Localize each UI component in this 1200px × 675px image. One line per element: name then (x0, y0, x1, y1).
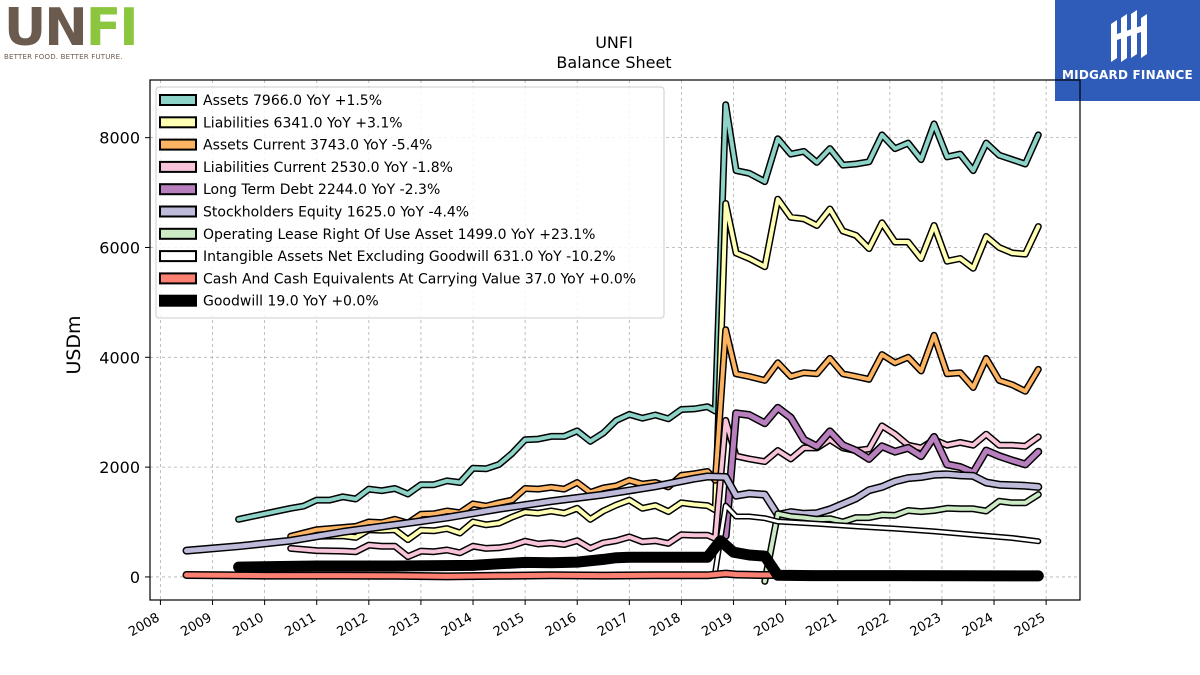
x-tick-label: 2020 (751, 610, 787, 640)
unfi-logo: UNFI BETTER FOOD. BETTER FUTURE. (4, 2, 139, 62)
series-intangible-assets-net-excluding-goodwill (712, 502, 1042, 575)
legend-swatch (159, 250, 197, 263)
series-line-goodwill (234, 536, 1043, 580)
legend-item-liabilities: Liabilities 6341.0 YoY +3.1% (159, 115, 403, 131)
legend-item-cash-and-cash-equivalents-at-carrying-value: Cash And Cash Equivalents At Carrying Va… (159, 271, 636, 287)
x-tick-label: 2014 (439, 610, 475, 640)
legend-label: Goodwill 19.0 YoY +0.0% (203, 294, 379, 310)
legend-item-goodwill: Goodwill 19.0 YoY +0.0% (159, 294, 379, 310)
series-liabilities-current (287, 416, 1042, 561)
series-liabilities (287, 195, 1042, 544)
y-tick-label: 2000 (99, 458, 140, 477)
y-axis-label: USDm (63, 315, 85, 374)
unfi-logo-part-a: UN (4, 0, 88, 58)
legend-label: Assets Current 3743.0 YoY -5.4% (203, 138, 432, 154)
y-tick-label: 0 (130, 568, 140, 587)
unfi-logo-wordmark: UNFI (4, 2, 139, 54)
y-tick-label: 6000 (99, 238, 140, 257)
x-tick-label: 2013 (387, 610, 423, 640)
legend-swatch (159, 227, 197, 240)
series-line-liabilities (288, 197, 1041, 543)
x-tick-label: 2022 (856, 610, 892, 640)
legend-item-assets: Assets 7966.0 YoY +1.5% (159, 93, 382, 109)
series-line-stockholders-equity (184, 471, 1041, 554)
legend-label: Cash And Cash Equivalents At Carrying Va… (203, 271, 636, 287)
series-line-liabilities-current (288, 418, 1041, 559)
midgard-finance-logo: MIDGARD FINANCE (1055, 0, 1200, 101)
x-tick-label: 2025 (1012, 610, 1048, 640)
series-lines (182, 101, 1044, 585)
unfi-logo-part-b: FI (85, 0, 139, 58)
legend-box (155, 86, 665, 319)
series-assets (235, 101, 1042, 523)
legend-item-assets-current: Assets Current 3743.0 YoY -5.4% (159, 138, 432, 154)
legend-item-intangible-assets-net-excluding-goodwill: Intangible Assets Net Excluding Goodwill… (159, 249, 616, 265)
x-tick-label: 2010 (230, 610, 266, 640)
legend-item-long-term-debt: Long Term Debt 2244.0 YoY -2.3% (159, 182, 440, 198)
x-tick-label: 2018 (647, 610, 683, 640)
x-tick-label: 2024 (960, 610, 996, 640)
legend-swatch (159, 116, 197, 129)
legend-item-operating-lease-right-of-use-asset: Operating Lease Right Of Use Asset 1499.… (159, 227, 596, 243)
midgard-finance-name: MIDGARD FINANCE (1062, 68, 1193, 82)
legend-label: Intangible Assets Net Excluding Goodwill… (203, 249, 616, 265)
x-tick-label: 2008 (126, 610, 162, 640)
legend-swatch (159, 183, 197, 196)
legend: Assets 7966.0 YoY +1.5% Liabilities 6341.… (155, 86, 665, 319)
x-tick-label: 2017 (595, 610, 631, 640)
legend-swatch (159, 205, 197, 218)
series-long-term-debt (721, 403, 1043, 540)
legend-item-liabilities-current: Liabilities Current 2530.0 YoY -1.8% (159, 160, 453, 176)
legend-swatch (159, 160, 197, 173)
midgard-mark-icon (1111, 10, 1147, 62)
series-line-assets (236, 102, 1041, 522)
unfi-logo-tagline: BETTER FOOD. BETTER FUTURE. (4, 53, 123, 61)
series-goodwill (233, 535, 1044, 582)
chart-subtitle: Balance Sheet (556, 53, 671, 72)
x-tick-label: 2009 (178, 610, 214, 640)
series-stockholders-equity (182, 470, 1043, 555)
legend-label: Operating Lease Right Of Use Asset 1499.… (203, 227, 596, 243)
chart-title: UNFI (595, 33, 633, 52)
legend-label: Assets 7966.0 YoY +1.5% (203, 93, 382, 109)
series-line-assets-current (288, 327, 1041, 539)
series-assets-current (287, 326, 1042, 540)
legend-swatch (159, 294, 197, 307)
series-operating-lease-right-of-use-asset (761, 491, 1042, 585)
legend-label: Stockholders Equity 1625.0 YoY -4.4% (203, 205, 469, 221)
legend-item-stockholders-equity: Stockholders Equity 1625.0 YoY -4.4% (159, 205, 469, 221)
plot-frame (149, 79, 1081, 601)
series-line-intangible-assets-net-excluding-goodwill (713, 504, 1040, 573)
series-line-operating-lease-right-of-use-asset (762, 492, 1041, 584)
legend-swatch (159, 138, 197, 151)
y-tick-label: 8000 (99, 129, 140, 148)
legend-swatch (159, 272, 197, 285)
x-tick-label: 2011 (283, 610, 319, 640)
x-tick-label: 2015 (491, 610, 527, 640)
x-tick-label: 2023 (908, 610, 944, 640)
y-tick-label: 4000 (99, 348, 140, 367)
legend-label: Liabilities Current 2530.0 YoY -1.8% (203, 160, 453, 176)
legend-label: Long Term Debt 2244.0 YoY -2.3% (203, 182, 440, 198)
x-tick-label: 2012 (335, 610, 371, 640)
x-tick-label: 2021 (804, 610, 840, 640)
x-tick-label: 2016 (543, 610, 579, 640)
x-tick-label: 2019 (699, 610, 735, 640)
series-line-long-term-debt (723, 405, 1041, 539)
legend-label: Liabilities 6341.0 YoY +3.1% (203, 115, 403, 131)
legend-swatch (159, 94, 197, 106)
